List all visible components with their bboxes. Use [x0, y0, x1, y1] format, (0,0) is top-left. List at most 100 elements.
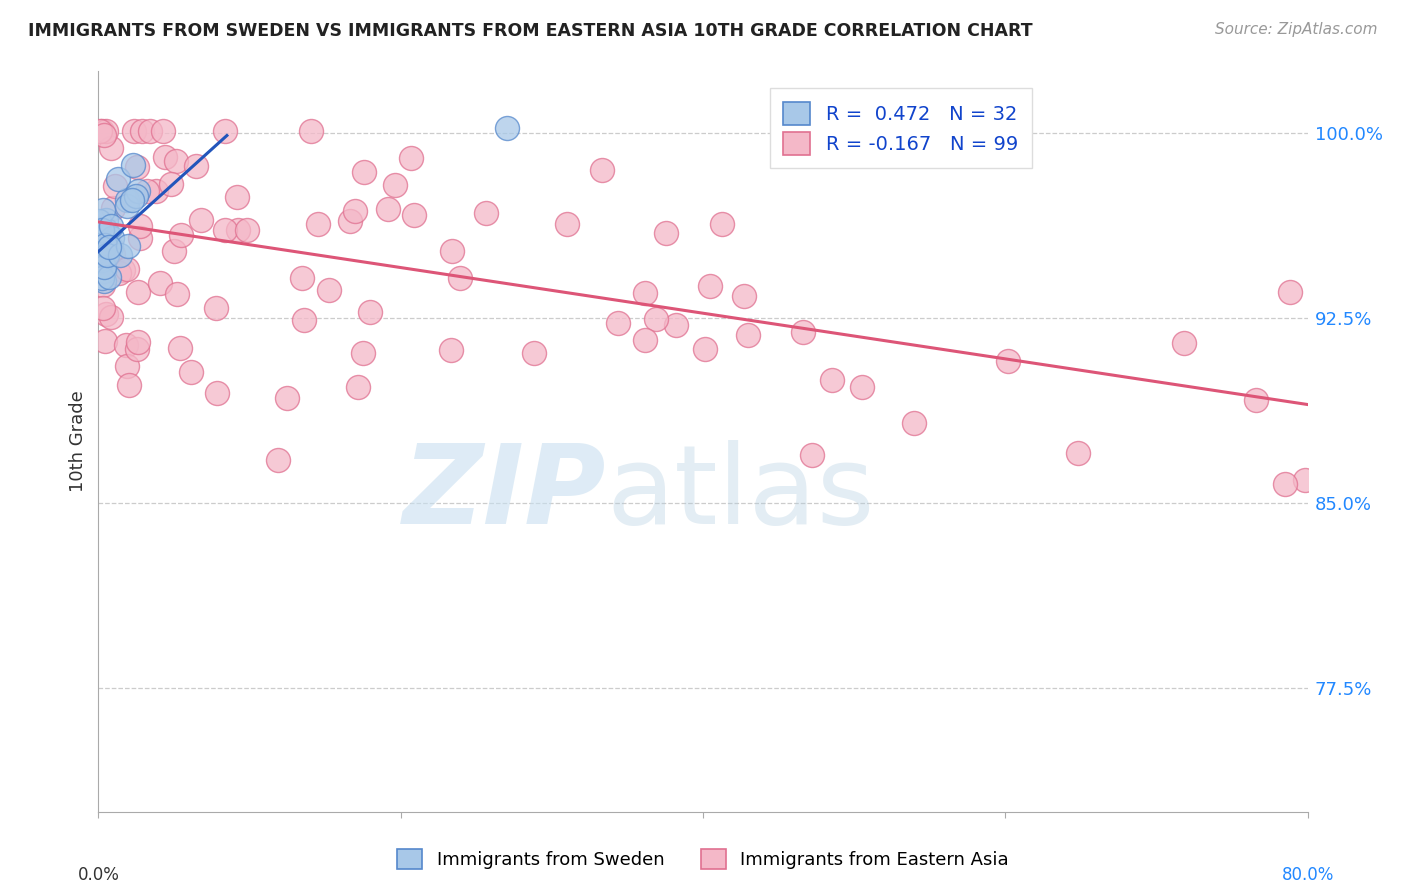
- Point: [100, 240, 122, 254]
- Point: [139, 123, 162, 137]
- Point: [165, 154, 187, 169]
- Point: [94, 334, 117, 348]
- Point: [98, 254, 121, 268]
- Point: [125, 343, 148, 357]
- Point: [115, 338, 138, 352]
- Point: [821, 373, 844, 387]
- Point: [91, 246, 114, 260]
- Point: [135, 184, 157, 198]
- Point: [108, 248, 131, 262]
- Point: [353, 165, 375, 179]
- Point: [90, 223, 112, 237]
- Point: [129, 219, 152, 234]
- Point: [359, 305, 381, 319]
- Point: [97, 270, 120, 285]
- Text: IMMIGRANTS FROM SWEDEN VS IMMIGRANTS FROM EASTERN ASIA 10TH GRADE CORRELATION CH: IMMIGRANTS FROM SWEDEN VS IMMIGRANTS FRO…: [28, 22, 1033, 40]
- Point: [851, 379, 873, 393]
- Point: [555, 217, 578, 231]
- Point: [94, 223, 117, 237]
- Point: [377, 202, 399, 216]
- Point: [634, 333, 657, 347]
- Point: [89, 242, 111, 256]
- Point: [96, 247, 118, 261]
- Point: [523, 346, 546, 360]
- Point: [699, 278, 721, 293]
- Point: [292, 312, 315, 326]
- Point: [1173, 336, 1195, 351]
- Point: [127, 184, 149, 198]
- Point: [117, 239, 139, 253]
- Point: [129, 230, 152, 244]
- Point: [664, 318, 686, 333]
- Point: [711, 217, 734, 231]
- Text: atlas: atlas: [606, 440, 875, 547]
- Point: [205, 301, 228, 316]
- Point: [276, 391, 298, 405]
- Point: [169, 341, 191, 355]
- Point: [236, 223, 259, 237]
- Point: [93, 260, 115, 274]
- Point: [155, 150, 177, 164]
- Point: [125, 160, 148, 174]
- Point: [449, 270, 471, 285]
- Point: [90, 247, 112, 261]
- Point: [645, 312, 668, 326]
- Point: [94, 213, 117, 227]
- Point: [343, 204, 366, 219]
- Text: Source: ZipAtlas.com: Source: ZipAtlas.com: [1215, 22, 1378, 37]
- Legend: R =  0.472   N = 32, R = -0.167   N = 99: R = 0.472 N = 32, R = -0.167 N = 99: [769, 88, 1032, 169]
- Point: [346, 380, 368, 394]
- Point: [91, 271, 114, 285]
- Point: [94, 307, 117, 321]
- Point: [695, 342, 717, 356]
- Point: [152, 123, 174, 137]
- Point: [149, 276, 172, 290]
- Text: 80.0%: 80.0%: [1281, 866, 1334, 884]
- Point: [214, 223, 236, 237]
- Text: 0.0%: 0.0%: [77, 866, 120, 884]
- Point: [117, 261, 139, 276]
- Point: [91, 123, 114, 137]
- Text: ZIP: ZIP: [402, 440, 606, 547]
- Point: [214, 123, 236, 137]
- Point: [101, 201, 124, 215]
- Point: [267, 453, 290, 467]
- Point: [339, 214, 361, 228]
- Point: [634, 286, 657, 301]
- Point: [127, 285, 149, 300]
- Point: [91, 253, 114, 268]
- Point: [291, 270, 314, 285]
- Point: [160, 178, 183, 192]
- Point: [89, 214, 111, 228]
- Point: [100, 310, 122, 324]
- Point: [115, 359, 138, 374]
- Point: [122, 123, 145, 137]
- Point: [125, 189, 148, 203]
- Point: [733, 289, 755, 303]
- Point: [1294, 473, 1316, 487]
- Legend: Immigrants from Sweden, Immigrants from Eastern Asia: Immigrants from Sweden, Immigrants from …: [388, 839, 1018, 879]
- Point: [440, 244, 463, 258]
- Point: [169, 228, 191, 243]
- Point: [792, 325, 814, 339]
- Point: [89, 123, 111, 137]
- Point: [145, 184, 167, 198]
- Point: [352, 345, 374, 359]
- Point: [801, 448, 824, 462]
- Point: [162, 244, 184, 258]
- Point: [100, 219, 122, 233]
- Point: [93, 264, 115, 278]
- Point: [127, 335, 149, 350]
- Point: [1067, 446, 1090, 460]
- Point: [101, 231, 124, 245]
- Point: [100, 141, 122, 155]
- Point: [104, 179, 127, 194]
- Point: [107, 171, 129, 186]
- Point: [299, 123, 322, 137]
- Point: [186, 159, 208, 173]
- Point: [226, 223, 249, 237]
- Point: [111, 262, 134, 277]
- Point: [475, 205, 498, 219]
- Point: [607, 317, 630, 331]
- Point: [94, 123, 117, 137]
